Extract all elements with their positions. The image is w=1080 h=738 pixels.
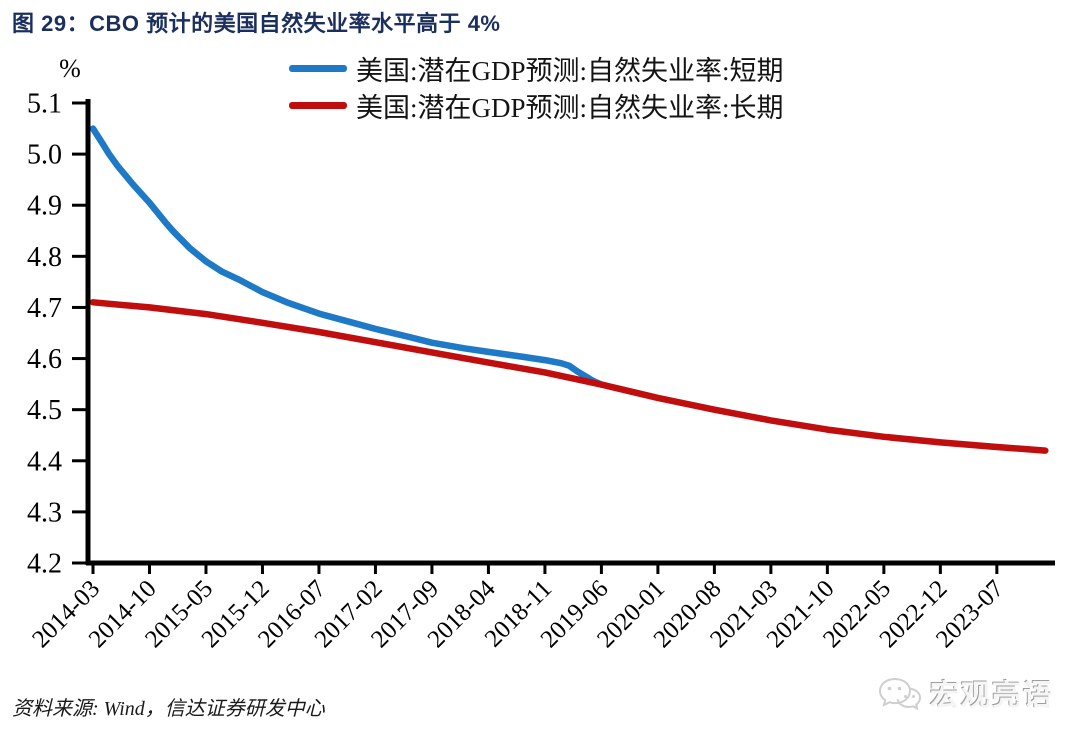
chart-legend: 美国:潜在GDP预测:自然失业率:短期 美国:潜在GDP预测:自然失业率:长期 xyxy=(289,50,784,124)
series-line-short-term xyxy=(89,125,605,388)
short-term-line-swatch xyxy=(289,65,347,72)
y-tick-label: 4.5 xyxy=(27,395,62,426)
y-tick-label: 4.9 xyxy=(27,191,62,222)
y-tick-label: 4.6 xyxy=(27,344,62,375)
legend-label-long-term: 美国:潜在GDP预测:自然失业率:长期 xyxy=(356,93,784,123)
long-term-line-swatch xyxy=(289,102,347,109)
watermark: 宏观亮语 xyxy=(876,672,1054,714)
y-tick-label: 4.4 xyxy=(27,446,62,477)
y-tick-label: 4.3 xyxy=(27,497,62,528)
y-tick-label: 4.7 xyxy=(27,293,62,324)
series-line-long-term xyxy=(89,299,1049,454)
y-axis-unit-label: % xyxy=(59,54,81,83)
wechat-icon xyxy=(878,677,922,711)
watermark-text: 宏观亮语 xyxy=(930,680,1055,712)
y-tick-label: 4.2 xyxy=(27,549,62,580)
legend-item-long-term: 美国:潜在GDP预测:自然失业率:长期 xyxy=(289,87,784,124)
y-tick-label: 4.8 xyxy=(27,242,62,273)
y-tick-label: 5.1 xyxy=(27,89,62,120)
source-note: 资料来源: Wind，信达证券研发中心 xyxy=(12,698,325,720)
chart-title: 图 29：CBO 预计的美国自然失业率水平高于 4% xyxy=(12,11,501,36)
legend-label-short-term: 美国:潜在GDP预测:自然失业率:短期 xyxy=(356,56,784,86)
legend-item-short-term: 美国:潜在GDP预测:自然失业率:短期 xyxy=(289,50,784,87)
y-tick-label: 5.0 xyxy=(27,140,62,171)
